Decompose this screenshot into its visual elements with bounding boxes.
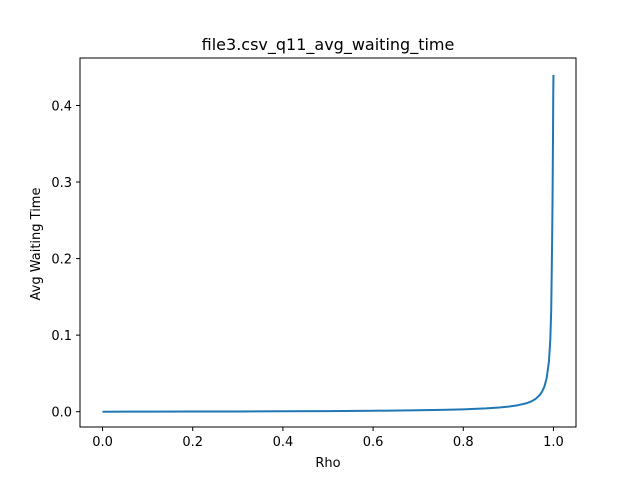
x-tick-label: 0.2 (182, 435, 203, 450)
y-axis-label: Avg Waiting Time (29, 188, 44, 301)
x-axis-label: Rho (315, 456, 340, 471)
y-tick-label: 0.4 (51, 99, 72, 114)
chart-title: file3.csv_q11_avg_waiting_time (202, 35, 455, 55)
y-tick-label: 0.1 (51, 329, 72, 344)
x-tick-label: 0.6 (363, 435, 384, 450)
x-tick-label: 0.4 (273, 435, 294, 450)
plot-area: 0.0 0.2 0.4 0.6 0.8 1.0 0.0 0.1 0.2 0.3 0.4 (51, 57, 577, 450)
y-tick-label: 0.2 (51, 253, 72, 268)
x-tick-label: 0.8 (453, 435, 474, 450)
y-tick-label: 0.0 (51, 406, 72, 421)
x-tick-label: 0.0 (92, 435, 113, 450)
x-tick-label: 1.0 (543, 435, 564, 450)
series-line-0 (102, 74, 555, 413)
axes-frame (79, 57, 577, 428)
y-tick-label: 0.3 (51, 176, 72, 191)
